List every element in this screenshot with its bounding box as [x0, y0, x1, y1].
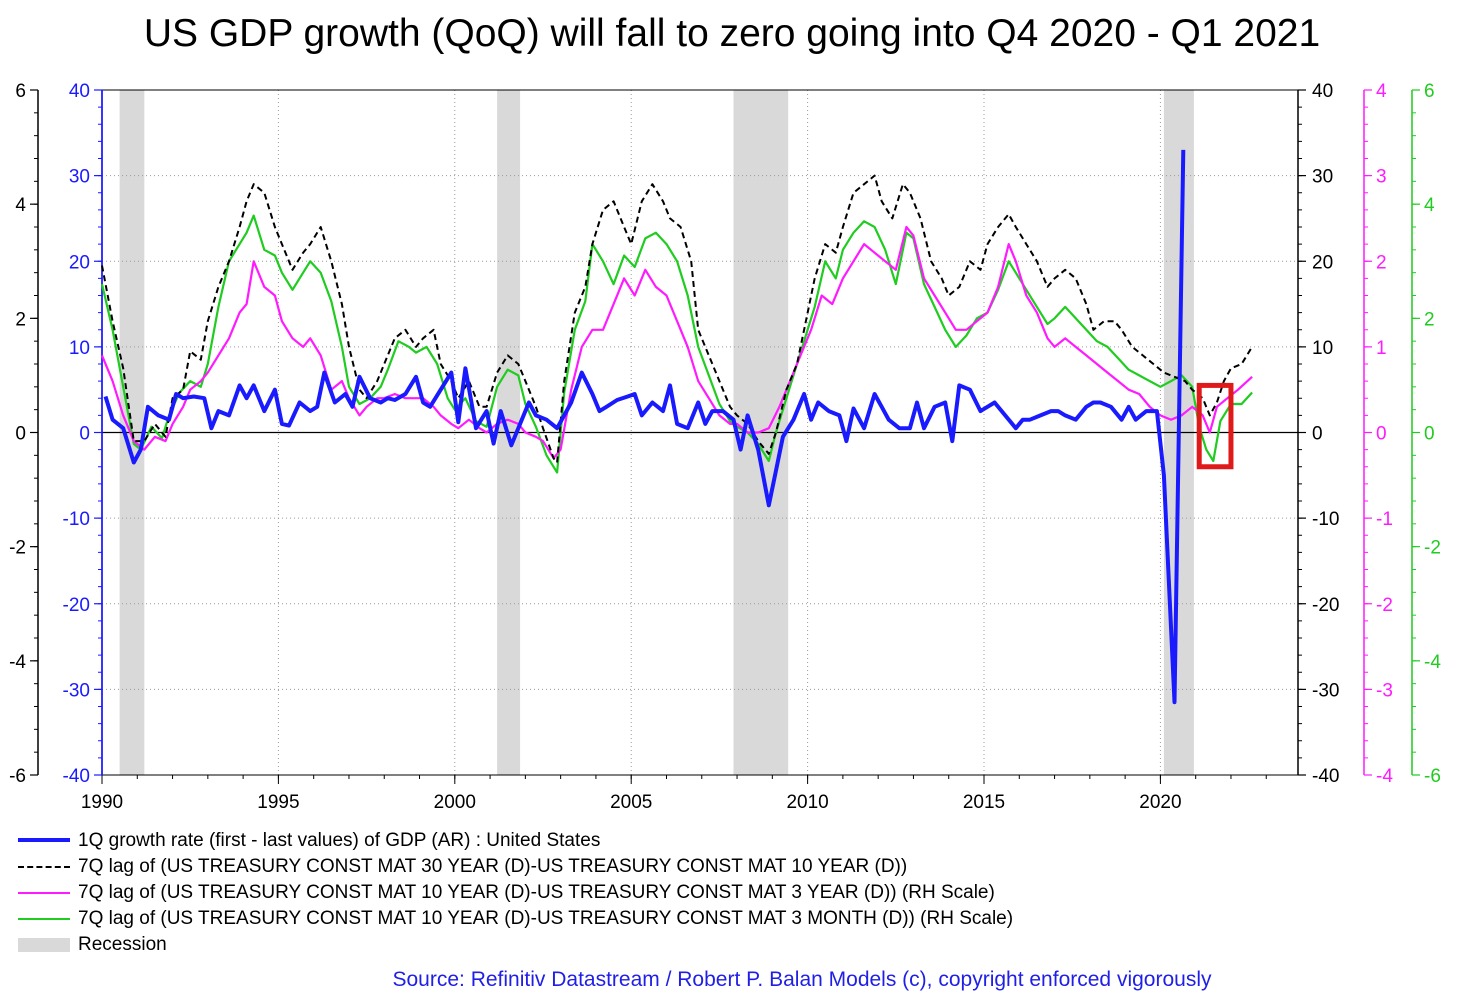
axis-right-pink-label-4: 0: [1376, 424, 1387, 445]
axis-left-inner-label-0: -40: [63, 766, 90, 787]
axis-right-inner-label-5: 10: [1312, 338, 1333, 359]
axis-left-outer-label-3: 0: [15, 424, 26, 445]
legend-swatch-gdp: [18, 838, 70, 842]
chart-title: US GDP growth (QoQ) will fall to zero go…: [143, 12, 1321, 55]
axis-right-inner-label-3: -10: [1312, 509, 1339, 530]
series-line-gdp: [103, 149, 1186, 705]
legend-label-spread10-3y: 7Q lag of (US TREASURY CONST MAT 10 YEAR…: [78, 882, 995, 903]
axis-right-inner-label-4: 0: [1312, 424, 1323, 445]
x-tick-label-6: 2020: [1139, 792, 1181, 813]
x-tick-label-3: 2005: [610, 792, 652, 813]
axis-right-inner-label-0: -40: [1312, 766, 1339, 787]
axis-left-outer-label-5: 4: [15, 195, 26, 216]
axis-right-inner-label-7: 30: [1312, 167, 1333, 188]
x-tick-label-5: 2015: [963, 792, 1005, 813]
axis-right-pink-label-2: -2: [1376, 595, 1393, 616]
series-line-spread10_3m: [100, 214, 1253, 474]
axis-right-green-label-4: 2: [1424, 309, 1435, 330]
axis-left-inner-label-1: -30: [63, 680, 90, 701]
axis-right-green-label-6: 6: [1424, 81, 1435, 102]
axis-left-outer-label-6: 6: [15, 81, 26, 102]
legend-label-spread30-10: 7Q lag of (US TREASURY CONST MAT 30 YEAR…: [78, 856, 908, 877]
axis-right-inner-label-2: -20: [1312, 595, 1339, 616]
axis-left-inner-label-8: 40: [69, 81, 90, 102]
axis-right-green-label-5: 4: [1424, 195, 1435, 216]
axis-left-inner-label-5: 10: [69, 338, 90, 359]
axis-right-inner-label-8: 40: [1312, 81, 1333, 102]
series-line-spread30_10: [101, 174, 1253, 464]
axis-left-inner-label-7: 30: [69, 167, 90, 188]
axis-left-inner-label-6: 20: [69, 252, 90, 273]
legend-label-recession: Recession: [78, 934, 167, 955]
x-tick-label-0: 1990: [81, 792, 123, 813]
axis-left-inner-label-2: -20: [63, 595, 90, 616]
axis-right-green-label-3: 0: [1424, 424, 1435, 445]
axis-right-inner-label-1: -30: [1312, 680, 1339, 701]
x-tick-label-1: 1995: [257, 792, 299, 813]
axis-left-outer-label-1: -4: [9, 652, 26, 673]
source-note: Source: Refinitiv Datastream / Robert P.…: [392, 968, 1212, 991]
axis-right-pink-label-5: 1: [1376, 338, 1387, 359]
x-tick-label-4: 2010: [786, 792, 828, 813]
axis-right-pink-label-8: 4: [1376, 81, 1387, 102]
axis-right-pink-label-6: 2: [1376, 252, 1387, 273]
legend-swatch-spread10-3y: [18, 892, 70, 894]
legend-label-gdp: 1Q growth rate (first - last values) of …: [78, 830, 601, 851]
axis-left-outer-label-0: -6: [9, 766, 26, 787]
axis-right-green-label-1: -4: [1424, 652, 1441, 673]
axis-right-pink-label-0: -4: [1376, 766, 1393, 787]
axis-right-green-label-0: -6: [1424, 766, 1441, 787]
axis-right-inner-label-6: 20: [1312, 252, 1333, 273]
axis-left-outer-label-2: -2: [9, 538, 26, 559]
legend-swatch-spread10-3m: [18, 918, 70, 920]
axis-right-pink-label-3: -1: [1376, 509, 1393, 530]
axis-left-inner-label-3: -10: [63, 509, 90, 530]
x-tick-label-2: 2000: [434, 792, 476, 813]
axis-right-green-label-2: -2: [1424, 538, 1441, 559]
axis-right-pink-label-1: -3: [1376, 680, 1393, 701]
axis-left-inner-label-4: 0: [79, 424, 90, 445]
axis-right-pink-label-7: 3: [1376, 167, 1387, 188]
legend-label-spread10-3m: 7Q lag of (US TREASURY CONST MAT 10 YEAR…: [78, 908, 1014, 929]
legend-swatch-recession: [18, 938, 70, 952]
legend-swatch-spread30-10: [18, 866, 70, 868]
axis-left-outer-label-4: 2: [15, 309, 26, 330]
series-line-spread10_3y: [100, 225, 1253, 460]
highlight-box: [1196, 382, 1234, 470]
